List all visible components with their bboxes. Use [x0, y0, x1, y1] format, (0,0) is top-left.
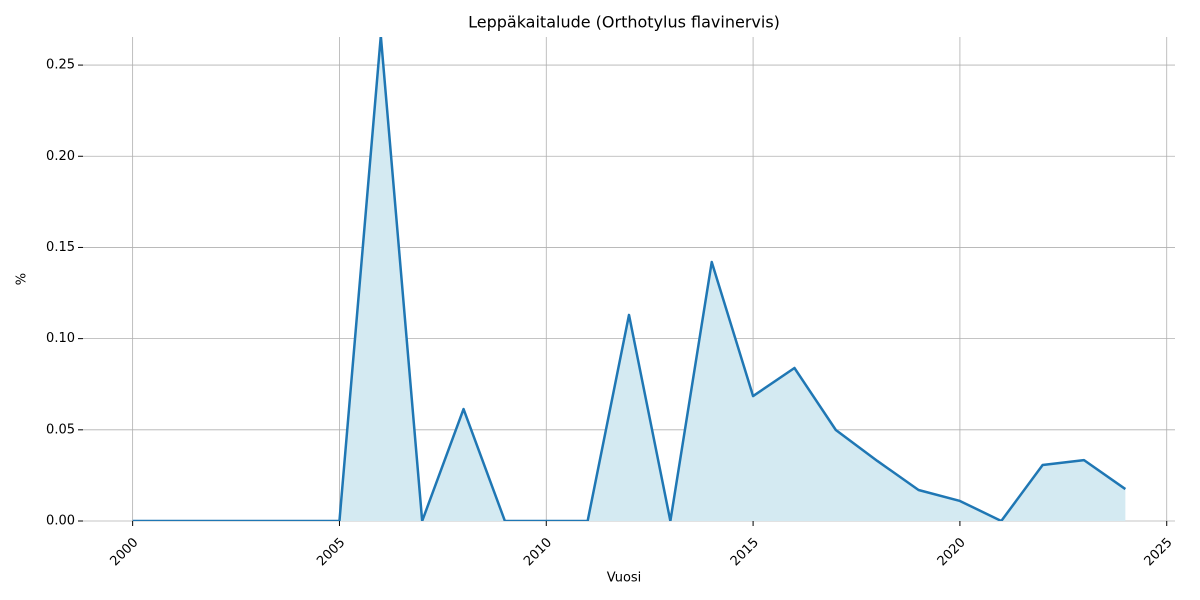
- y-tick-label: 0.00: [46, 514, 75, 529]
- y-axis-label: %: [15, 273, 30, 285]
- x-tick-label: 2000: [107, 535, 141, 569]
- data-line: [132, 37, 1127, 521]
- x-tick-label: 2010: [521, 535, 555, 569]
- chart-title: Leppäkaitalude (Orthotylus flavinervis): [468, 13, 780, 32]
- x-tick-label: 2015: [728, 535, 762, 569]
- x-tick-label: 2005: [314, 535, 348, 569]
- y-tick-label: 0.25: [46, 58, 75, 73]
- x-axis-label: Vuosi: [607, 571, 642, 586]
- area-fill: [132, 37, 1126, 521]
- x-tick-label: 2025: [1142, 535, 1176, 569]
- y-tick-label: 0.05: [46, 422, 75, 437]
- y-tick-label: 0.15: [46, 240, 75, 255]
- y-tick-label: 0.20: [46, 149, 75, 164]
- y-tick-label: 0.10: [46, 331, 75, 346]
- x-tick-label: 2020: [935, 535, 969, 569]
